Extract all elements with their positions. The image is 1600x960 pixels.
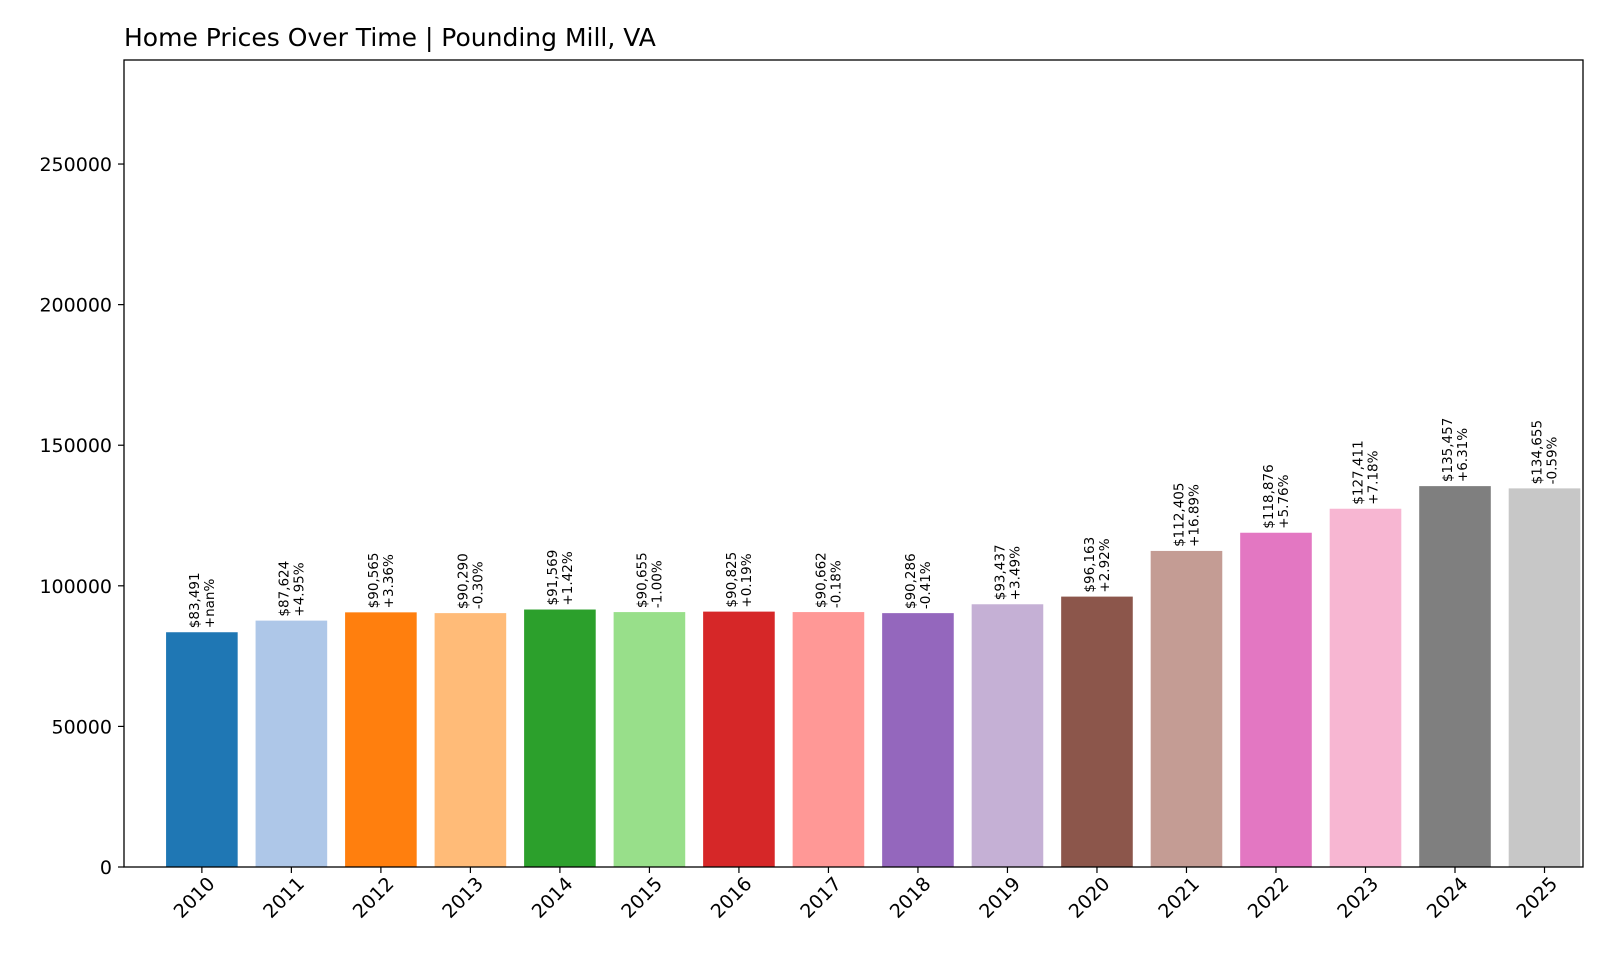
x-tick-label: 2010	[170, 873, 220, 923]
y-tick-label: 250000	[39, 154, 112, 176]
bar-change-label: -0.30%	[470, 561, 486, 609]
bar-change-label: -0.18%	[828, 560, 844, 608]
bar-value-label: $83,491	[187, 572, 203, 628]
bar-2024	[1419, 486, 1491, 867]
bar-value-label: $127,411	[1350, 440, 1366, 504]
x-tick-label: 2013	[438, 873, 488, 923]
bar-change-label: +7.18%	[1365, 450, 1381, 504]
y-tick-label: 50000	[52, 716, 112, 738]
x-tick-label: 2014	[528, 873, 578, 923]
x-tick-label: 2018	[886, 873, 936, 923]
bar-change-label: -0.41%	[918, 561, 934, 609]
bar-change-label: +1.42%	[560, 551, 576, 605]
bar-data-label: $112,405 +16.89%	[1171, 483, 1202, 547]
x-tick-label: 2012	[349, 873, 399, 923]
x-tick-label: 2023	[1333, 873, 1383, 923]
bar-change-label: +nan%	[202, 579, 218, 629]
x-tick-label: 2021	[1154, 873, 1204, 923]
bar-2023	[1329, 508, 1402, 867]
x-tick-label: 2024	[1423, 873, 1473, 923]
bar-change-label: +0.19%	[739, 553, 755, 607]
bar-value-label: $96,163	[1082, 537, 1098, 593]
bar-2020	[1061, 596, 1133, 867]
bar-value-label: $90,286	[903, 553, 919, 609]
bar-change-label: +5.76%	[1276, 474, 1292, 528]
bar-change-label: -1.00%	[649, 560, 665, 608]
bar-data-label: $135,457 +6.31%	[1440, 418, 1471, 482]
bar-2019	[971, 604, 1044, 867]
bar-data-label: $134,655 -0.59%	[1530, 420, 1561, 484]
bar-data-label: $91,569 +1.42%	[545, 550, 576, 606]
bar-data-label: $90,286 -0.41%	[903, 553, 934, 609]
bar-value-label: $87,624	[276, 561, 292, 617]
bar-data-label: $90,565 +3.36%	[366, 553, 397, 609]
bar-value-label: $93,437	[992, 544, 1008, 600]
bar-value-label: $90,655	[634, 552, 650, 608]
x-tick-label: 2020	[1065, 873, 1115, 923]
bar-data-label: $96,163 +2.92%	[1082, 537, 1113, 593]
bar-2025	[1508, 488, 1581, 867]
bar-change-label: +3.49%	[1007, 546, 1023, 600]
bar-change-label: +16.89%	[1186, 484, 1202, 547]
bar-value-label: $135,457	[1440, 418, 1456, 482]
x-tick-label: 2025	[1512, 873, 1562, 923]
x-tick-label: 2016	[707, 873, 757, 923]
bar-data-label: $127,411 +7.18%	[1350, 440, 1381, 504]
x-tick-label: 2011	[259, 873, 309, 923]
y-tick-label: 100000	[39, 576, 112, 598]
plot-frame	[123, 59, 1584, 868]
y-axis: 0 50000 100000 150000 200000 250000	[39, 154, 124, 879]
bar-2012	[345, 612, 417, 867]
bar-value-label: $90,565	[366, 553, 382, 609]
x-tick-label: 2017	[796, 873, 846, 923]
bar-2015	[613, 612, 686, 867]
bar-change-label: +3.36%	[381, 554, 397, 608]
bar-2021	[1150, 550, 1223, 867]
bar-data-label: $90,655 -1.00%	[634, 552, 665, 608]
bar-2010	[166, 632, 238, 867]
bar-data-label: $90,662 -0.18%	[813, 552, 844, 608]
bar-2013	[434, 613, 507, 867]
bar-2014	[524, 609, 596, 867]
bar-change-label: +4.95%	[291, 562, 307, 616]
bar-data-label: $83,491 +nan%	[187, 572, 218, 628]
bar-labels-group: $83,491 +nan% $87,624 +4.95% $90,565 +3.36% $9…	[187, 418, 1561, 629]
bar-change-label: -0.59%	[1545, 436, 1561, 484]
bars-group	[166, 486, 1581, 867]
bar-value-label: $112,405	[1171, 483, 1187, 547]
x-axis: 2010 2011 2012 2013 2014 2015 2016 2017 2018 2019…	[170, 867, 1562, 923]
x-tick-label: 2019	[975, 873, 1025, 923]
bar-2016	[703, 611, 775, 867]
x-tick-label: 2022	[1244, 873, 1294, 923]
bar-value-label: $90,290	[455, 553, 471, 609]
chart-title: Home Prices Over Time | Pounding Mill, V…	[124, 23, 656, 52]
bar-data-label: $118,876 +5.76%	[1261, 464, 1292, 528]
x-tick-label: 2015	[617, 873, 667, 923]
y-tick-label: 0	[100, 857, 112, 879]
bar-2022	[1240, 532, 1312, 867]
bar-value-label: $91,569	[545, 550, 561, 606]
bar-change-label: +2.92%	[1097, 538, 1113, 592]
bar-data-label: $90,290 -0.30%	[455, 553, 486, 609]
bar-change-label: +6.31%	[1455, 428, 1471, 482]
bar-2011	[255, 620, 328, 867]
bar-value-label: $118,876	[1261, 464, 1277, 528]
bar-data-label: $87,624 +4.95%	[276, 561, 307, 617]
bar-2018	[882, 613, 954, 867]
bar-2017	[792, 612, 865, 867]
bar-data-label: $93,437 +3.49%	[992, 544, 1023, 600]
y-tick-label: 200000	[39, 295, 112, 317]
y-tick-label: 150000	[39, 435, 112, 457]
bar-value-label: $134,655	[1530, 420, 1546, 484]
bar-value-label: $90,662	[813, 552, 829, 608]
bar-value-label: $90,825	[724, 552, 740, 608]
bar-data-label: $90,825 +0.19%	[724, 552, 755, 608]
